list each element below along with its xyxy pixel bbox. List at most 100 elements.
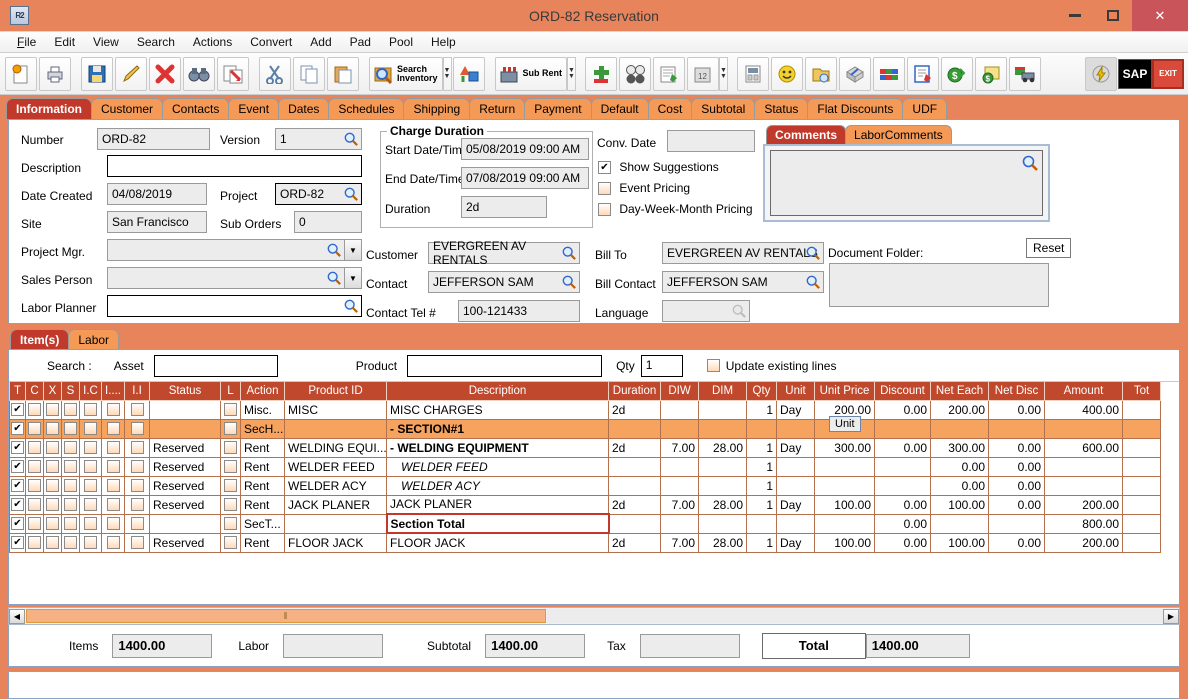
document-folder-field[interactable]	[829, 263, 1049, 307]
cell-amount[interactable]: 200.00	[1044, 532, 1123, 553]
asset-input[interactable]	[153, 354, 278, 377]
cell-c[interactable]	[25, 494, 44, 515]
folder-clock-icon[interactable]	[805, 56, 838, 91]
col-description[interactable]: Description	[386, 382, 609, 401]
cell-action[interactable]: SecH...	[240, 418, 285, 439]
cell-net-each[interactable]: 0.00	[930, 475, 989, 496]
cell-action[interactable]: SecT...	[240, 513, 285, 534]
search-icon[interactable]	[806, 275, 820, 289]
cell-product-id[interactable]: MISC	[284, 399, 387, 420]
cell-ic-checkbox[interactable]	[84, 479, 97, 492]
cell-i[interactable]	[101, 494, 125, 515]
money-forward-icon[interactable]: $	[941, 56, 974, 91]
cell-i[interactable]	[101, 456, 125, 477]
cell-s-checkbox[interactable]	[64, 441, 77, 454]
cell-ii-checkbox[interactable]	[130, 517, 144, 530]
new-document-icon[interactable]	[5, 56, 37, 91]
cell-t[interactable]: ✔	[9, 532, 26, 553]
cell-c[interactable]	[25, 532, 44, 553]
cell-s-checkbox[interactable]	[64, 498, 77, 511]
table-row[interactable]: ✔ Reserved Rent WELDER FEED WELDER FEED 1 0.00…	[9, 456, 1161, 477]
cell-s-checkbox[interactable]	[64, 460, 77, 473]
cell-tot[interactable]	[1122, 437, 1161, 458]
tab-cost[interactable]: Cost	[647, 98, 693, 119]
search-icon[interactable]	[806, 246, 820, 260]
cell-c-checkbox[interactable]	[28, 517, 41, 530]
stock-icon[interactable]	[873, 56, 906, 91]
cell-i[interactable]	[101, 513, 125, 534]
cell-l-checkbox[interactable]	[224, 517, 237, 530]
cell-l-checkbox[interactable]	[224, 536, 237, 549]
cell-dim[interactable]	[698, 418, 747, 439]
event-pricing-row[interactable]: Event Pricing	[598, 181, 690, 196]
update-existing-lines-checkbox[interactable]	[706, 359, 720, 372]
menu-help[interactable]: Help	[431, 35, 456, 49]
search-icon[interactable]	[327, 243, 341, 257]
insert-line-icon[interactable]	[217, 56, 249, 91]
col-x[interactable]: X	[43, 382, 62, 401]
minimize-button[interactable]	[1056, 0, 1094, 31]
cell-duration[interactable]	[608, 456, 661, 477]
cell-qty[interactable]: 1	[746, 437, 777, 458]
cell-t-checkbox[interactable]: ✔	[11, 479, 24, 492]
crew-icon[interactable]	[619, 56, 652, 91]
cell-unit-price[interactable]: 200.00	[814, 399, 875, 420]
cell-t-checkbox[interactable]: ✔	[11, 536, 24, 549]
col-i[interactable]: I....	[101, 382, 125, 401]
cell-ii-checkbox[interactable]	[130, 479, 144, 492]
cell-l-checkbox[interactable]	[224, 441, 237, 454]
flash-icon[interactable]	[1085, 56, 1117, 91]
cell-ii[interactable]	[124, 456, 150, 477]
cell-c-checkbox[interactable]	[28, 422, 41, 435]
cell-s-checkbox[interactable]	[64, 479, 77, 492]
cell-x-checkbox[interactable]	[46, 422, 59, 435]
items-total-field[interactable]: 1400.00	[112, 633, 213, 658]
cell-duration[interactable]: 2d	[608, 532, 661, 553]
cell-i[interactable]	[101, 437, 125, 458]
cell-s[interactable]	[61, 494, 80, 515]
reset-button[interactable]: Reset	[1026, 238, 1072, 258]
cell-description[interactable]: FLOOR JACK	[386, 532, 609, 553]
cell-tot[interactable]	[1122, 513, 1161, 534]
cell-unit-price[interactable]	[814, 513, 875, 534]
cell-i-checkbox[interactable]	[106, 536, 120, 549]
sales-person-field[interactable]	[107, 267, 345, 289]
cell-diw[interactable]: 7.00	[660, 437, 699, 458]
project-mgr-field[interactable]	[107, 239, 345, 261]
show-suggestions-checkbox[interactable]: ✔	[598, 161, 611, 175]
cell-t[interactable]: ✔	[9, 418, 26, 439]
conv-date-field[interactable]	[667, 130, 755, 152]
cell-unit-price[interactable]	[814, 456, 875, 477]
table-row[interactable]: ✔ Reserved Rent WELDER ACY WELDER ACY 1 0.00 0.…	[9, 475, 1161, 496]
cell-ic[interactable]	[79, 418, 102, 439]
description-field[interactable]	[107, 155, 362, 177]
number-field[interactable]: ORD-82	[97, 128, 210, 150]
col-net-each[interactable]: Net Each	[930, 382, 989, 401]
cell-discount[interactable]	[874, 475, 931, 496]
maximize-button[interactable]	[1094, 0, 1132, 31]
cell-unit[interactable]: Day	[776, 437, 815, 458]
col-product-id[interactable]: Product ID	[284, 382, 387, 401]
search-icon[interactable]	[732, 304, 746, 318]
col-amount[interactable]: Amount	[1044, 382, 1123, 401]
start-datetime-field[interactable]: 05/08/2019 09:00 AM	[461, 138, 589, 160]
cell-c-checkbox[interactable]	[28, 441, 41, 454]
cell-status[interactable]	[149, 418, 221, 439]
cell-net-disc[interactable]: 0.00	[988, 456, 1045, 477]
cell-duration[interactable]: 2d	[608, 437, 661, 458]
delete-icon[interactable]	[149, 56, 181, 91]
cell-action[interactable]: Rent	[240, 475, 285, 496]
date-created-field[interactable]: 04/08/2019	[107, 183, 207, 205]
cell-amount[interactable]: 400.00	[1044, 399, 1123, 420]
cell-net-each[interactable]: 200.00	[930, 399, 989, 420]
cell-dim[interactable]	[698, 513, 747, 534]
cell-diw[interactable]: 7.00	[660, 494, 699, 515]
cell-t-checkbox[interactable]: ✔	[11, 422, 24, 435]
end-datetime-field[interactable]: 07/08/2019 09:00 AM	[461, 167, 589, 189]
cell-ii[interactable]	[124, 437, 150, 458]
cell-net-each[interactable]	[930, 513, 989, 534]
cell-t-checkbox[interactable]: ✔	[11, 403, 24, 416]
tax-field[interactable]	[639, 633, 740, 658]
cell-s[interactable]	[61, 418, 80, 439]
cell-i-checkbox[interactable]	[106, 460, 120, 473]
